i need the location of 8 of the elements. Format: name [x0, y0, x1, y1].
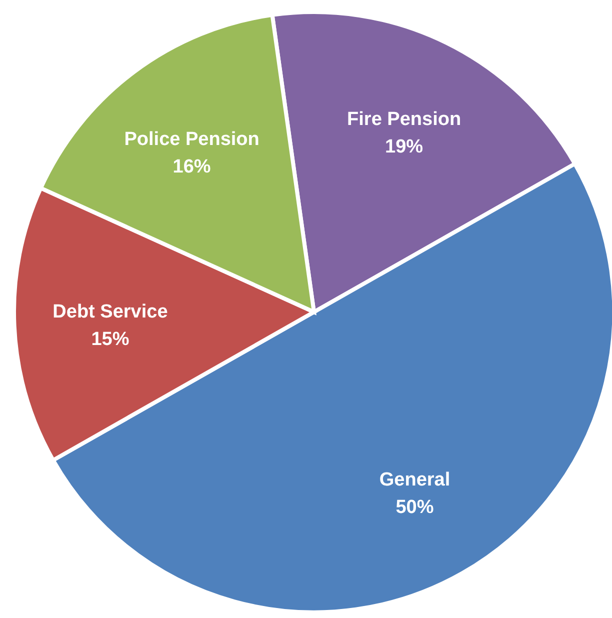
data-label: 50% — [396, 497, 434, 518]
slice-label: Debt Service — [52, 301, 168, 322]
data-label: 16% — [172, 156, 211, 178]
data-label: 15% — [91, 329, 130, 350]
slice-label: General — [379, 470, 450, 491]
slice-label: Fire Pension — [347, 109, 462, 130]
slice-label: Police Pension — [124, 128, 260, 150]
data-label: 19% — [385, 136, 424, 158]
